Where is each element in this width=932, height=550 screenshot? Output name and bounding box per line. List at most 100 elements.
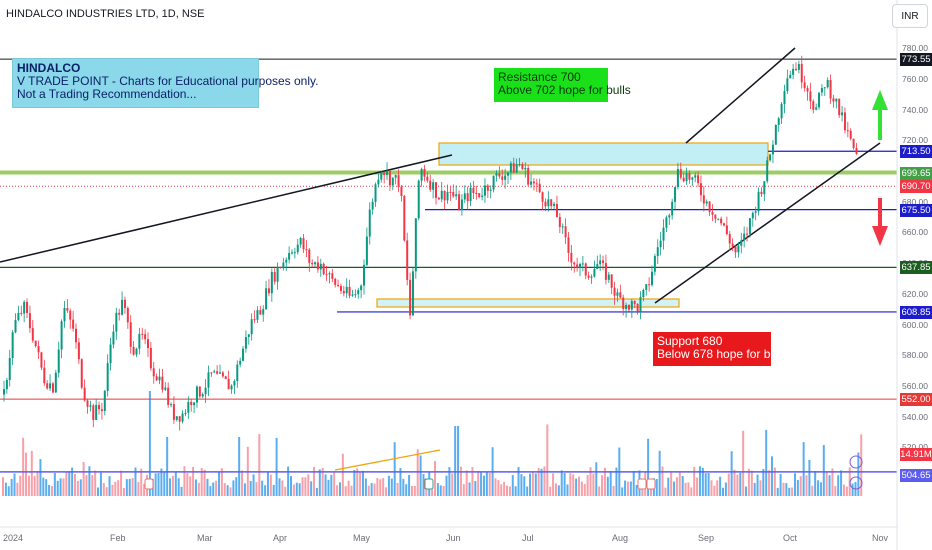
candle-body — [507, 172, 509, 176]
resistance-zone — [438, 142, 769, 166]
volume-bar — [546, 424, 549, 496]
x-tick-label: Oct — [783, 533, 798, 543]
volume-bar — [704, 473, 707, 496]
volume-bar — [344, 486, 347, 496]
volume-bar — [615, 467, 618, 496]
volume-bar — [27, 475, 30, 496]
volume-bar — [200, 468, 203, 496]
volume-bar — [290, 476, 292, 496]
volume-bar — [799, 476, 802, 496]
volume-bar — [206, 478, 209, 496]
volume-bar — [552, 473, 555, 496]
candle-body — [754, 211, 757, 213]
volume-bar — [647, 438, 650, 496]
candle-body — [368, 209, 371, 237]
volume-bar — [632, 471, 635, 496]
candle-body — [694, 175, 697, 178]
volume-bar — [269, 474, 272, 496]
candle-body — [475, 192, 478, 194]
volume-bar — [471, 467, 474, 496]
candle-body — [429, 180, 432, 190]
volume-bar — [655, 478, 658, 496]
price-tag: 504.65 — [900, 469, 932, 482]
candle-body — [486, 185, 489, 191]
price-tag: 552.00 — [900, 393, 932, 407]
candle-body — [809, 91, 812, 102]
x-tick-label: Apr — [273, 533, 288, 543]
candle-body — [449, 191, 452, 193]
volume-bar — [140, 468, 143, 496]
volume-bar — [575, 478, 578, 496]
volume-bar — [506, 485, 508, 496]
volume-bar — [834, 486, 837, 496]
candle-body — [106, 363, 109, 391]
candle-body — [472, 187, 475, 193]
candle-body — [126, 307, 129, 323]
volume-bar — [350, 485, 353, 496]
candle-body — [469, 187, 472, 202]
candle-body — [198, 386, 201, 397]
price-tag: 699.65 — [900, 166, 932, 180]
candle-body — [651, 271, 653, 285]
candle-body — [532, 181, 535, 184]
candle-body — [175, 416, 178, 420]
candle-body — [619, 292, 622, 298]
candle-body — [515, 164, 518, 173]
volume-bar — [36, 470, 39, 496]
volume-bar — [439, 485, 442, 496]
currency-button[interactable]: INR — [892, 4, 928, 28]
volume-bar — [540, 468, 543, 496]
volume-bar — [779, 474, 782, 496]
volume-bar — [134, 467, 137, 496]
volume-bar — [690, 487, 693, 496]
candle-body — [291, 252, 293, 254]
candle-body — [717, 218, 720, 220]
candle-body — [334, 278, 337, 285]
candle-body — [783, 91, 786, 105]
volume-bar — [727, 473, 730, 496]
volume-bar — [707, 473, 710, 496]
volume-bar — [313, 466, 316, 496]
volume-bar — [50, 486, 53, 496]
candle-body — [720, 218, 723, 224]
volume-bar — [457, 426, 460, 496]
candle-body — [207, 372, 210, 388]
candle-body — [812, 101, 815, 110]
volume-bar — [82, 461, 85, 496]
candle-body — [11, 332, 14, 359]
candle-body — [89, 405, 92, 407]
volume-bar — [91, 475, 94, 496]
candle-body — [227, 378, 230, 390]
x-tick-label: Jun — [446, 533, 461, 543]
y-tick-label: 740.00 — [902, 104, 928, 115]
volume-bar — [321, 467, 324, 496]
price-tag: 14.91M — [900, 448, 932, 461]
volume-bar — [531, 472, 534, 496]
candle-body — [625, 305, 628, 309]
earnings-icon — [144, 478, 154, 490]
volume-bar — [203, 469, 206, 496]
candle-body — [797, 63, 800, 70]
volume-bar — [742, 430, 745, 496]
candle-body — [98, 405, 101, 410]
candle-body — [711, 211, 714, 215]
candle-body — [314, 262, 317, 265]
volume-bar — [315, 487, 318, 496]
volume-bar — [560, 470, 563, 496]
volume-bar — [549, 486, 552, 496]
volume-bar — [160, 468, 163, 496]
y-tick-label: 560.00 — [902, 380, 928, 391]
volume-bar — [851, 483, 854, 496]
candle-body — [596, 264, 599, 270]
candle-body — [147, 339, 149, 348]
chart-title: HINDALCO INDUSTRIES LTD, 1D, NSE — [6, 8, 205, 20]
candle-body — [443, 190, 446, 201]
candle-body — [763, 181, 766, 195]
price-tag: 713.50 — [900, 145, 932, 159]
candle-body — [322, 263, 325, 275]
candle-body — [688, 173, 691, 180]
up-arrow-shaft — [878, 108, 882, 140]
volume-bar — [791, 487, 794, 496]
candle-body — [789, 74, 792, 79]
candle-body — [567, 237, 570, 253]
